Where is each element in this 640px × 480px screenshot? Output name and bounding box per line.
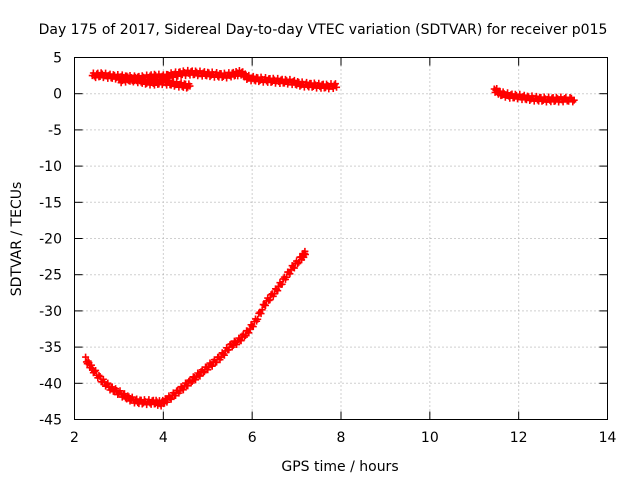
series-4	[490, 85, 578, 106]
data-point	[213, 68, 221, 76]
x-tick-label: 4	[159, 430, 168, 446]
data-point	[301, 250, 309, 258]
data-point	[274, 287, 282, 295]
y-tick-label: -40	[39, 376, 62, 392]
x-tick-label: 6	[248, 430, 257, 446]
data-point	[294, 260, 302, 268]
data-point	[199, 369, 207, 377]
y-tick-label: -10	[39, 159, 62, 175]
axis-ticks: 2 4 6 8 10 12 14 5 0 -5 -10 -15 -20 -25 -30 -35 -40 -45	[39, 51, 616, 447]
data-point	[278, 280, 286, 288]
data-point	[286, 270, 294, 278]
data-point	[258, 306, 266, 314]
x-axis-label: GPS time / hours	[281, 459, 398, 475]
data-point	[116, 387, 124, 395]
data-point	[261, 73, 269, 81]
data-point	[92, 74, 100, 82]
data-point	[95, 371, 103, 379]
data-point	[266, 296, 274, 304]
x-tick-label: 8	[337, 430, 346, 446]
data-point	[192, 376, 200, 384]
data-point	[303, 78, 311, 86]
data-point	[208, 362, 216, 370]
data-point	[240, 333, 248, 341]
data-point	[104, 379, 112, 387]
x-tick-label: 12	[510, 430, 528, 446]
data-point	[315, 79, 323, 87]
y-tick-label: -25	[39, 268, 62, 284]
y-tick-label: -20	[39, 232, 62, 248]
data-point	[196, 372, 204, 380]
grid-lines	[74, 57, 608, 420]
data-point	[133, 395, 141, 403]
chart-title: Day 175 of 2017, Sidereal Day-to-day VTE…	[39, 22, 608, 38]
data-points	[82, 66, 578, 410]
data-point	[179, 386, 187, 394]
data-point	[245, 329, 253, 337]
y-tick-label: -15	[39, 195, 62, 211]
data-point	[92, 366, 100, 374]
data-point	[249, 72, 257, 80]
data-point	[82, 353, 90, 361]
data-point	[520, 91, 528, 99]
data-point	[283, 273, 291, 281]
x-tick-label: 2	[70, 430, 79, 446]
data-point	[254, 315, 262, 323]
series-2	[115, 73, 194, 92]
data-point	[241, 70, 249, 78]
y-tick-label: -45	[39, 413, 62, 429]
series-3	[82, 247, 309, 410]
data-point	[570, 96, 578, 104]
data-point	[87, 361, 95, 369]
data-point	[249, 323, 257, 331]
data-point	[220, 351, 228, 359]
data-point	[167, 395, 175, 403]
data-point	[233, 341, 241, 349]
data-point	[329, 84, 337, 92]
x-tick-label: 10	[421, 430, 439, 446]
data-point	[333, 83, 341, 91]
y-axis-label: SDTVAR / TECUs	[9, 182, 25, 297]
data-point	[124, 392, 132, 400]
data-point	[195, 371, 203, 379]
data-point	[290, 76, 298, 84]
y-tick-label: -35	[39, 340, 62, 356]
x-tick-label: 14	[599, 430, 617, 446]
data-point	[261, 301, 269, 309]
y-tick-label: 5	[53, 51, 62, 67]
y-tick-label: 0	[53, 87, 62, 103]
data-point	[290, 264, 298, 272]
y-tick-label: -5	[48, 123, 62, 139]
data-point	[227, 73, 235, 81]
data-point	[257, 310, 265, 318]
data-point	[331, 80, 339, 88]
series-1	[88, 66, 341, 93]
data-point	[532, 92, 540, 100]
data-point	[188, 377, 196, 385]
data-point	[237, 337, 245, 345]
y-tick-label: -30	[39, 304, 62, 320]
data-point	[186, 82, 194, 90]
data-point	[177, 79, 185, 87]
